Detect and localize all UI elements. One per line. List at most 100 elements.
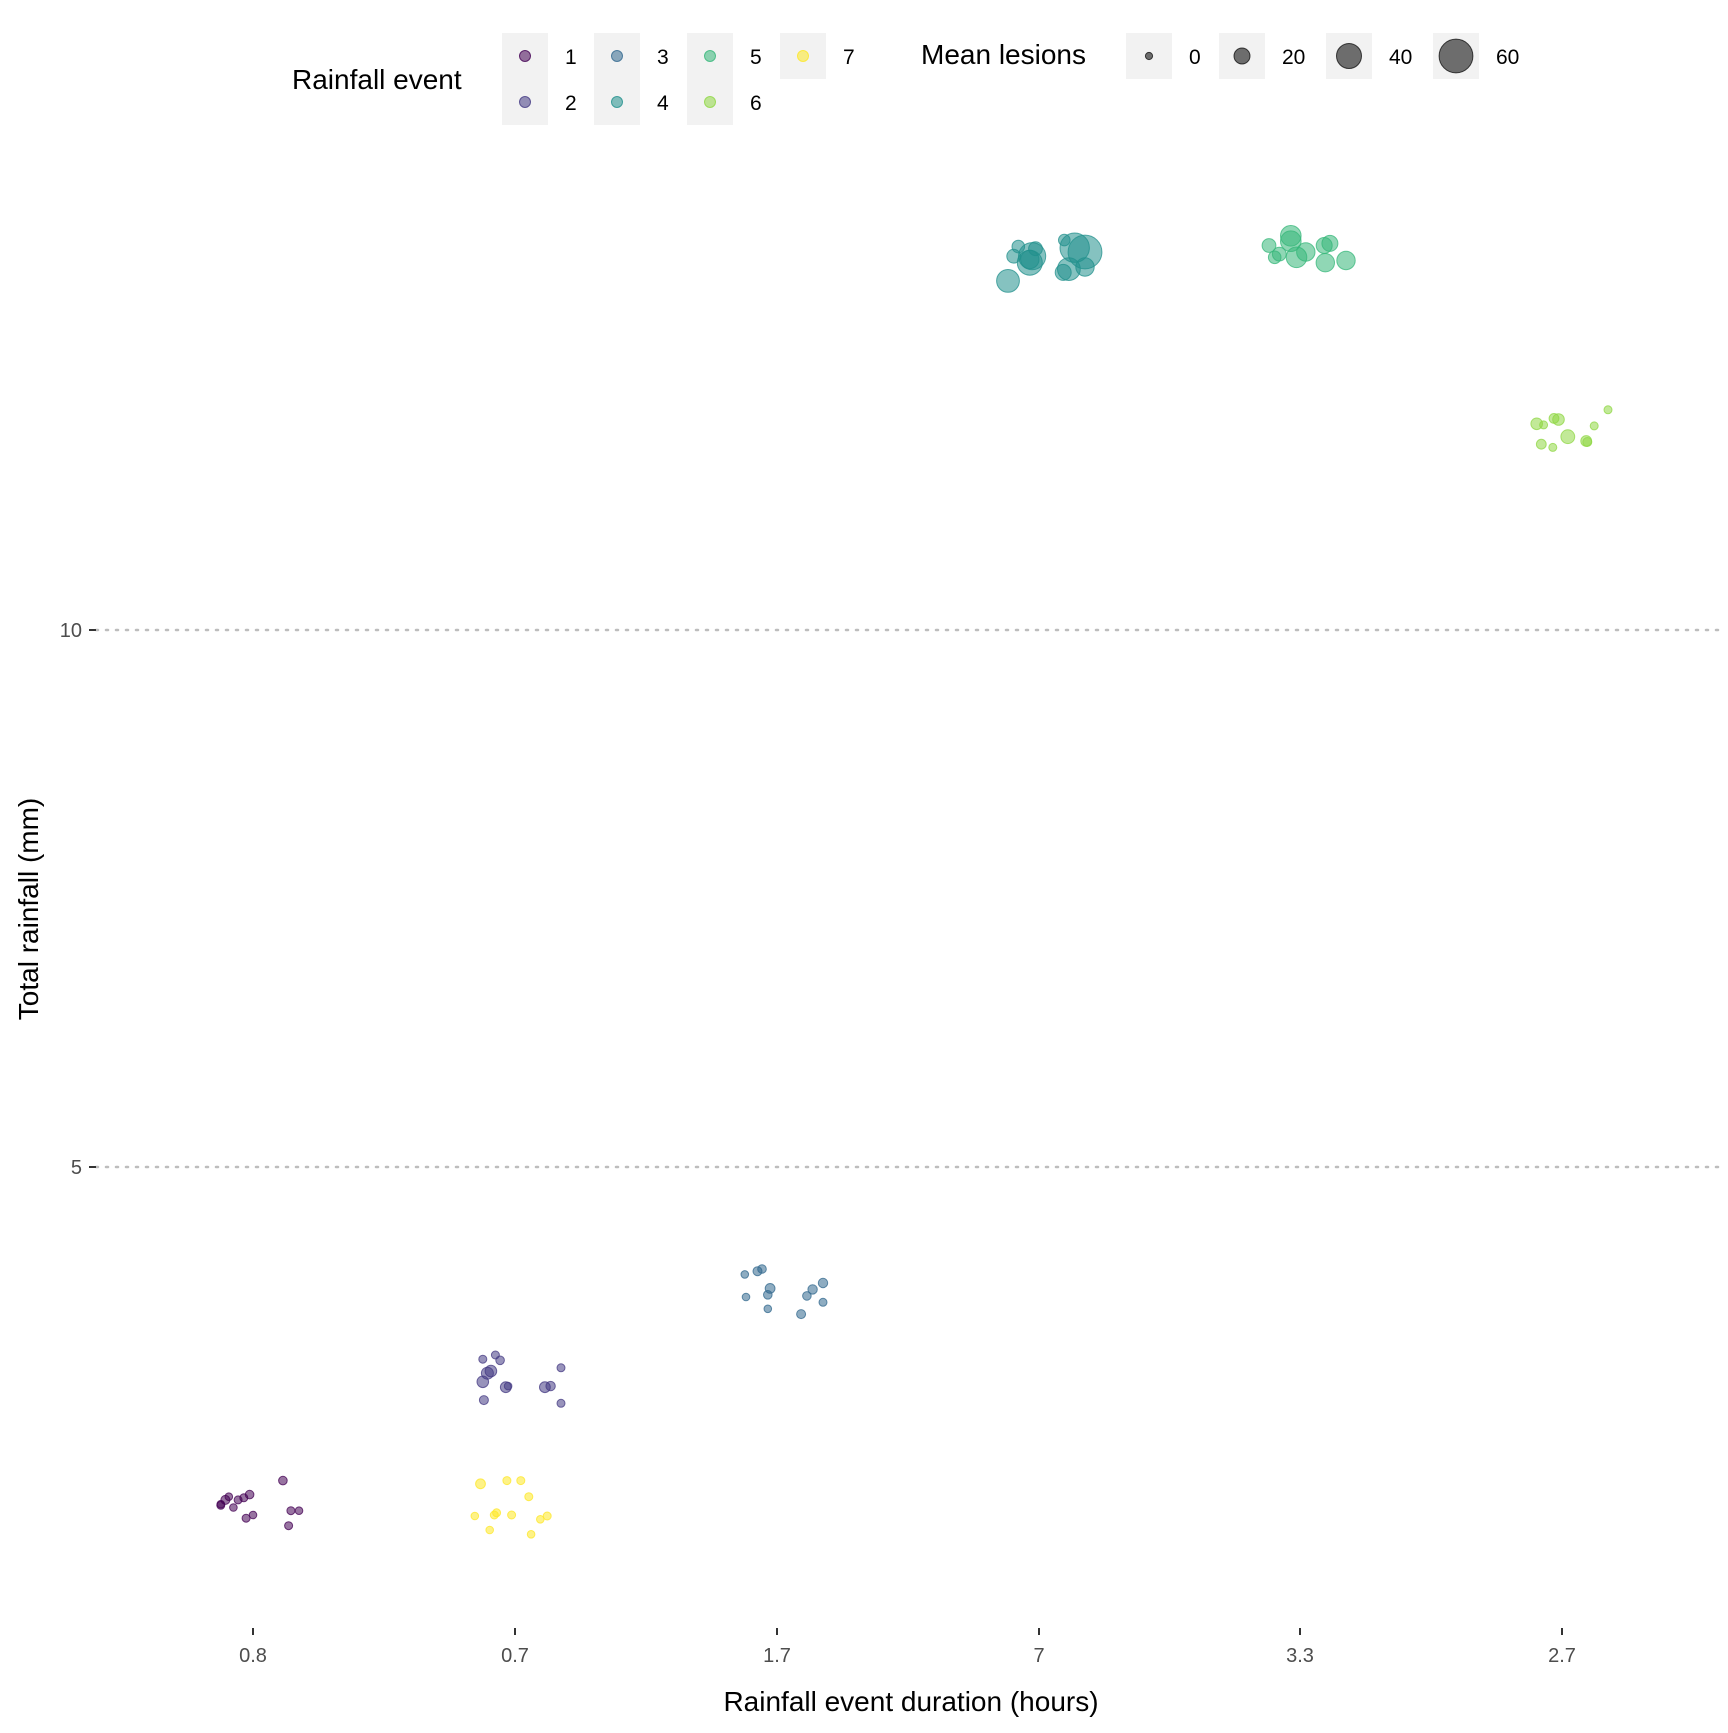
- data-point: [478, 1395, 489, 1406]
- size-legend-entry: 0: [1126, 33, 1201, 79]
- data-point: [536, 1515, 545, 1524]
- data-point: [556, 1398, 566, 1408]
- data-point: [1315, 253, 1336, 273]
- series-event-2: [476, 1350, 566, 1408]
- data-point: [1058, 233, 1071, 247]
- legend-key-marker: [519, 96, 531, 108]
- data-point: [524, 1492, 534, 1502]
- grid-layer: [94, 628, 1720, 1169]
- y-tick-label: 5: [71, 1157, 82, 1179]
- data-point: [1548, 413, 1560, 424]
- data-point: [1315, 237, 1333, 254]
- legend-key-marker: [797, 50, 809, 62]
- data-point: [248, 1510, 258, 1520]
- data-point: [224, 1492, 234, 1501]
- data-point: [802, 1291, 812, 1301]
- data-point: [796, 1309, 807, 1320]
- data-point: [503, 1381, 513, 1391]
- size-legend-label: 20: [1282, 46, 1305, 69]
- data-point: [241, 1513, 251, 1523]
- color-legend-entry: 6: [687, 79, 762, 125]
- x-tick-label: 0.7: [501, 1645, 529, 1667]
- legend-layer: Rainfall event 1 2 3 4 5 6 7 Mean lesions 0 20 40 60: [292, 33, 1519, 125]
- data-point: [1548, 442, 1558, 452]
- data-point: [278, 1475, 288, 1486]
- data-point: [284, 1521, 294, 1531]
- color-legend-entry: 3: [594, 33, 669, 79]
- data-point: [1539, 420, 1549, 430]
- color-legend-entry: 2: [502, 79, 577, 125]
- legend-key-marker: [704, 96, 716, 108]
- x-tick-label: 2.7: [1548, 1645, 1576, 1667]
- legend-size-marker: [1438, 38, 1474, 74]
- data-point: [1054, 263, 1072, 281]
- data-point: [817, 1277, 829, 1289]
- data-point: [216, 1499, 226, 1509]
- data-point: [229, 1503, 238, 1512]
- x-tick-label: 7: [1033, 1645, 1044, 1667]
- data-point: [485, 1525, 495, 1535]
- data-point: [556, 1363, 566, 1373]
- data-point: [492, 1508, 502, 1518]
- legend-key-marker: [611, 50, 623, 62]
- data-point: [1075, 257, 1095, 277]
- color-legend-entry: 7: [780, 33, 855, 79]
- series-event-1: [216, 1475, 304, 1531]
- series-event-3: [740, 1264, 829, 1320]
- data-point: [507, 1510, 517, 1520]
- series-event-6: [1530, 405, 1613, 452]
- legend-key-marker: [704, 50, 716, 62]
- size-legend-label: 40: [1389, 46, 1412, 69]
- series-event-5: [1261, 225, 1356, 273]
- legend-size-marker: [1233, 47, 1251, 65]
- data-point: [1582, 437, 1593, 447]
- color-legend-label: 4: [657, 92, 669, 115]
- data-point: [1560, 429, 1576, 445]
- color-legend-label: 1: [565, 46, 577, 69]
- data-point: [1589, 421, 1599, 431]
- legend-size-marker: [1336, 43, 1362, 69]
- color-legend-label: 7: [843, 46, 855, 69]
- color-legend-entry: 5: [687, 33, 762, 79]
- data-point: [1267, 250, 1282, 265]
- size-legend-entry: 60: [1433, 33, 1519, 79]
- color-legend-label: 6: [750, 92, 762, 115]
- data-point: [516, 1476, 526, 1486]
- data-point: [286, 1506, 296, 1516]
- data-point: [476, 1375, 490, 1389]
- data-point: [470, 1511, 480, 1521]
- y-tick-label: 10: [60, 620, 82, 642]
- size-legend-label: 60: [1496, 46, 1519, 69]
- size-legend-entry: 40: [1326, 33, 1412, 79]
- size-legend-entry: 20: [1219, 33, 1305, 79]
- data-point: [763, 1290, 773, 1300]
- data-point: [763, 1304, 773, 1314]
- legend-key-marker: [519, 50, 531, 62]
- data-point: [741, 1292, 751, 1302]
- size-legend-label: 0: [1189, 46, 1201, 69]
- legend-size-marker: [1144, 51, 1154, 61]
- x-tick-label: 1.7: [763, 1645, 791, 1667]
- color-legend-title: Rainfall event: [292, 64, 462, 95]
- series-event-7: [470, 1476, 552, 1539]
- y-axis-title: Total rainfall (mm): [13, 798, 44, 1020]
- axis-layer: 5 10 0.8 0.7 1.7 7 3.3 2.7: [60, 620, 1576, 1667]
- data-point: [484, 1364, 498, 1378]
- color-legend-entry: 4: [594, 79, 669, 125]
- data-point: [818, 1297, 828, 1307]
- data-point: [1535, 438, 1547, 450]
- data-point: [1011, 239, 1026, 254]
- series-event-4: [996, 232, 1103, 293]
- data-point: [1603, 405, 1613, 415]
- legend-key-marker: [611, 96, 623, 108]
- data-point: [1028, 241, 1043, 257]
- data-point: [996, 269, 1020, 293]
- x-tick-label: 0.8: [239, 1645, 267, 1667]
- color-legend-label: 5: [750, 46, 762, 69]
- data-point: [475, 1478, 486, 1490]
- data-point: [502, 1476, 512, 1486]
- data-point: [526, 1530, 536, 1539]
- data-point: [757, 1264, 767, 1274]
- data-point: [294, 1506, 304, 1515]
